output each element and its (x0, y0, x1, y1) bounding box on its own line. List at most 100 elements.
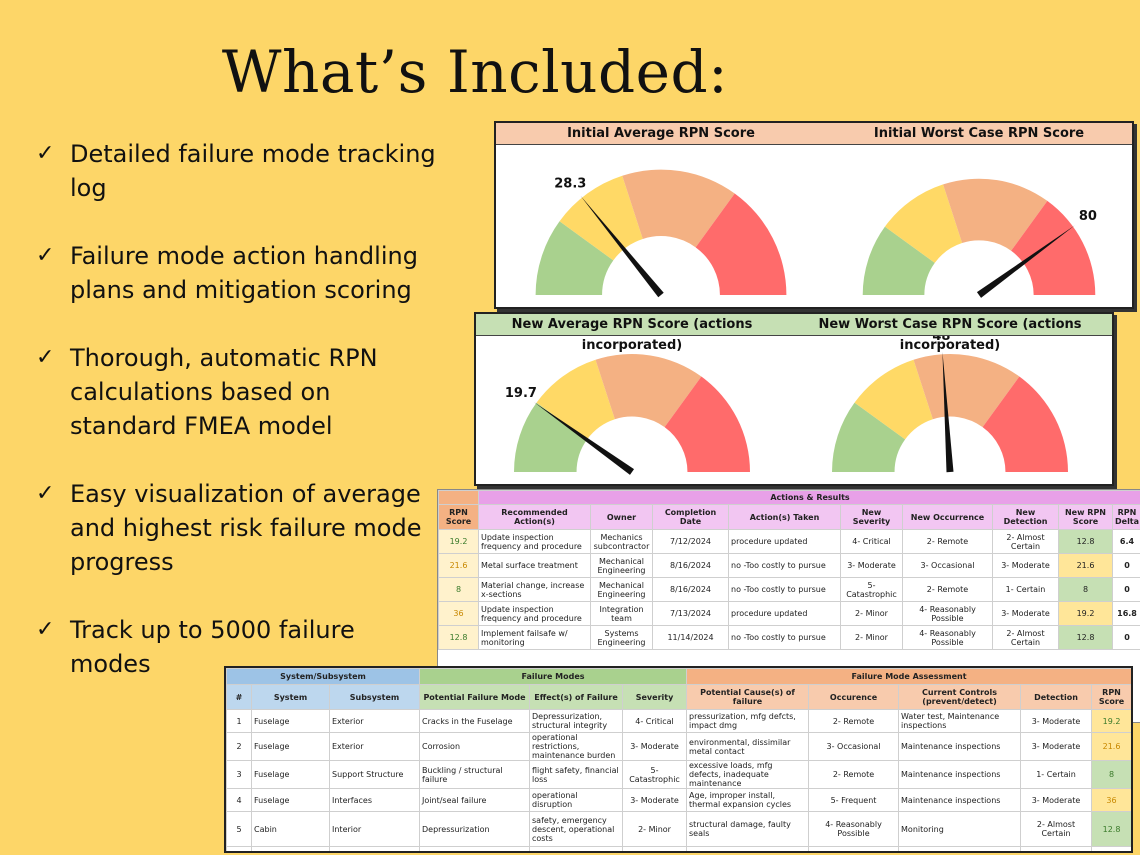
column-header: Recommended Action(s) (478, 504, 591, 530)
checkmark-icon: ✓ (36, 345, 55, 370)
column-header: Effect(s) of Failure (529, 684, 624, 710)
gauge-chart: 19.7 (505, 354, 750, 475)
column-header: New RPN Score (1058, 504, 1113, 530)
table-cell: 12.8 (1091, 811, 1131, 847)
checkmark-icon: ✓ (36, 243, 55, 268)
table-cell: 12.8 (1058, 529, 1113, 554)
table-cell: Mechanical Engineering (590, 553, 653, 578)
table-cell: Systems Engineering (590, 625, 653, 650)
gauge-value-label: 48 (932, 336, 950, 344)
initial-gauge-panel: Initial Average RPN Score 28.3 Initial W… (494, 121, 1134, 309)
checkmark-icon: ✓ (36, 617, 55, 642)
column-header: RPN Delta (1112, 504, 1140, 530)
table-cell: 2- Almost Certain (1020, 811, 1093, 847)
fmea-table: System/Subsystem Failure Modes Failure M… (224, 666, 1133, 853)
table-cell: Support Structure (328, 760, 421, 789)
feature-item: ✓ Detailed failure mode tracking log (36, 137, 436, 205)
table-cell: 19.2 (438, 529, 479, 554)
column-header: Completion Date (652, 504, 729, 530)
table-cell: 6.4 (1112, 529, 1140, 554)
table-cell: 3- Moderate (1020, 788, 1093, 812)
table-cell: Update inspection frequency and procedur… (478, 601, 591, 626)
table-cell: 3- Moderate (622, 788, 688, 812)
gauge-title: New Worst Case RPN Score (actions incorp… (788, 314, 1112, 353)
table-cell: 8/16/2024 (652, 577, 729, 602)
table-cell: 2- Remote (808, 760, 900, 789)
table-cell: Material change, increase x-sections (478, 577, 591, 602)
table-row: 8 Material change, increase x-sections Mec… (438, 577, 1140, 602)
gauge-band (913, 354, 1020, 428)
table-cell: Joint/seal failure (419, 788, 531, 812)
table-cell: Corrosion (419, 732, 531, 761)
gauge-band (595, 354, 702, 428)
table-cell: Fuselage (251, 788, 330, 812)
feature-text: Detailed failure mode tracking log (70, 140, 436, 202)
table-cell: 2- Minor (840, 625, 903, 650)
table-cell (419, 846, 531, 851)
table-cell: safety, emergency descent, operational c… (529, 811, 624, 847)
feature-list: ✓ Detailed failure mode tracking log ✓ Fai… (36, 137, 436, 715)
actions-results-group-header: Actions & Results (478, 490, 1140, 505)
table-cell: no -Too costly to pursue (728, 553, 841, 578)
gauge-new-worst: New Worst Case RPN Score (actions incorp… (788, 314, 1112, 484)
table-cell: 7/12/2024 (652, 529, 729, 554)
table-cell: Cracks in the Fuselage (419, 709, 531, 733)
table-cell: 4- Reasonably Possible (902, 625, 993, 650)
table-cell: 12.8 (1058, 625, 1113, 650)
table-cell: 21.6 (1091, 732, 1131, 761)
gauge-needle (580, 195, 664, 298)
table-cell: 19.2 (1058, 601, 1113, 626)
new-gauge-panel: New Average RPN Score (actions incorpora… (474, 312, 1114, 486)
table-cell: 2- Almost Certain (992, 625, 1059, 650)
table-row: 3 Fuselage Support Structure Buckling / str… (226, 760, 1131, 789)
gauge-new-average: New Average RPN Score (actions incorpora… (476, 314, 789, 484)
table-cell: Maintenance inspections (898, 732, 1022, 761)
table-cell: structural damage, faulty seals (686, 811, 810, 847)
gauge-band (832, 402, 906, 472)
table-cell: procedure updated (728, 529, 841, 554)
table-cell: 3- Moderate (992, 553, 1059, 578)
table-cell (898, 846, 1022, 851)
table-cell: Exterior (328, 732, 421, 761)
gauge-band (982, 376, 1068, 472)
table-cell (686, 846, 810, 851)
table-cell: Fuselage (251, 760, 330, 789)
column-header: System (251, 684, 330, 710)
table-cell: environmental, dissimilar metal contact (686, 732, 810, 761)
table-cell: Age, improper install, thermal expansion… (686, 788, 810, 812)
column-header: RPN Score (438, 504, 479, 530)
table-cell: 2- Minor (622, 811, 688, 847)
table-cell (622, 846, 688, 851)
table-cell: 4- Critical (840, 529, 903, 554)
table-row: 19.2 Update inspection frequency and proc… (438, 529, 1140, 554)
assessment-group-header: Failure Mode Assessment (686, 668, 1131, 685)
table-cell: 5 (226, 811, 252, 847)
table-cell: Mechanics subcontractor (590, 529, 653, 554)
table-cell: Depressurization (419, 811, 531, 847)
table-cell: 1 (226, 709, 252, 733)
gauge-value-label: 80 (1079, 209, 1097, 224)
gauge-band (664, 376, 750, 472)
table-cell: Interior (328, 811, 421, 847)
table-cell: 0 (1112, 577, 1140, 602)
table-cell: flight safety, financial loss (529, 760, 624, 789)
gauge-value-label: 28.3 (554, 176, 586, 191)
table-cell: 8 (1058, 577, 1113, 602)
table-cell: Exterior (328, 709, 421, 733)
table-cell: no -Too costly to pursue (728, 625, 841, 650)
table-cell: 0 (1112, 625, 1140, 650)
table-cell: 36 (438, 601, 479, 626)
table-cell: Fuselage (251, 732, 330, 761)
table-cell: 19.2 (1091, 709, 1131, 733)
gauge-title: Initial Worst Case RPN Score (826, 123, 1132, 145)
table-cell: 21.6 (1058, 553, 1113, 578)
table-cell: 8/16/2024 (652, 553, 729, 578)
table-row: 21.6 Metal surface treatment Mechanical En… (438, 553, 1140, 578)
table-cell: 5- Frequent (808, 788, 900, 812)
gauge-band (1011, 200, 1096, 295)
column-header: Subsystem (328, 684, 421, 710)
column-header: Potential Failure Mode (419, 684, 531, 710)
table-cell: 2- Remote (902, 577, 993, 602)
table-row: 2 Fuselage Exterior Corrosion operational re… (226, 732, 1131, 761)
table-cell: 1- Certain (1020, 760, 1093, 789)
